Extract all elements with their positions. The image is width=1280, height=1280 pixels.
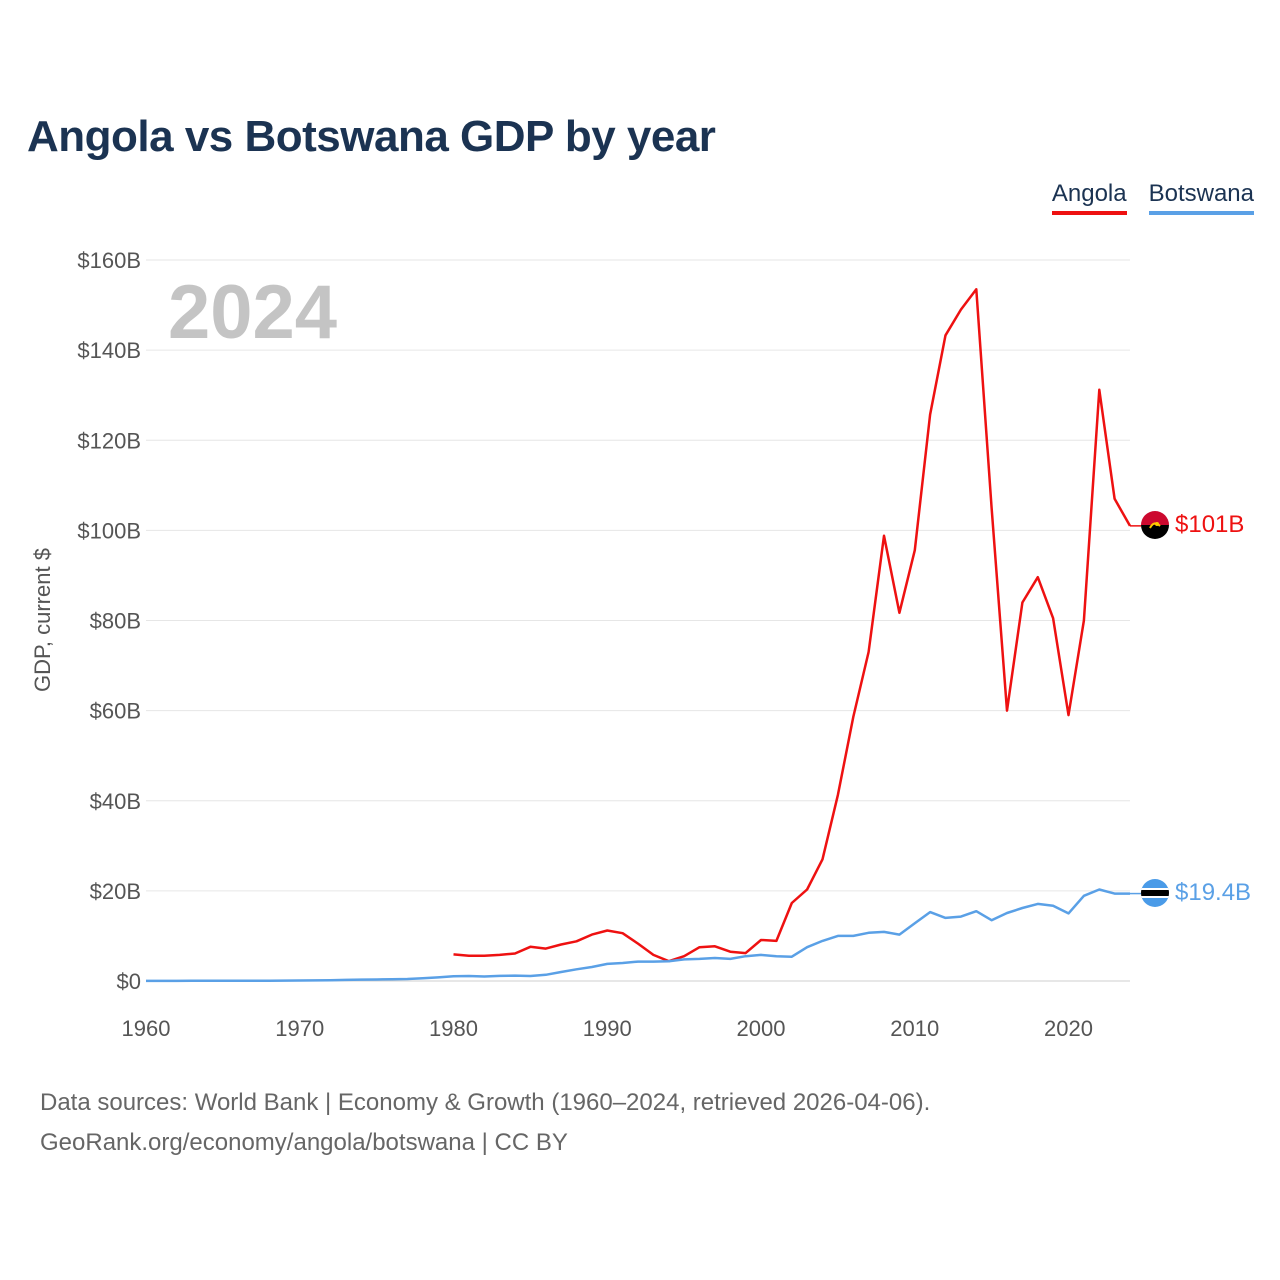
y-tick-label: $0 bbox=[117, 969, 141, 994]
y-tick-label: $140B bbox=[77, 338, 141, 363]
y-tick-label: $160B bbox=[77, 248, 141, 273]
x-tick-label: 1960 bbox=[122, 1016, 171, 1041]
y-tick-label: $40B bbox=[90, 789, 141, 814]
footer-sources: Data sources: World Bank | Economy & Gro… bbox=[40, 1089, 931, 1116]
x-tick-label: 1990 bbox=[583, 1016, 632, 1041]
series-line-botswana bbox=[146, 888, 1130, 983]
x-axis-ticks: 1960 1970 1980 1990 2000 2010 2020 bbox=[122, 1016, 1093, 1041]
botswana-end-label: $19.4B bbox=[1175, 879, 1251, 906]
x-tick-label: 2000 bbox=[737, 1016, 786, 1041]
year-overlay: 2024 bbox=[168, 270, 337, 355]
chart-title: Angola vs Botswana GDP by year bbox=[27, 112, 716, 161]
y-tick-label: $120B bbox=[77, 428, 141, 453]
legend-item-botswana[interactable]: Botswana bbox=[1148, 180, 1254, 215]
y-tick-label: $80B bbox=[90, 609, 141, 634]
y-axis-label: GDP, current $ bbox=[30, 548, 55, 692]
x-tick-label: 1970 bbox=[275, 1016, 324, 1041]
x-tick-label: 1980 bbox=[429, 1016, 478, 1041]
angola-flag-icon bbox=[1141, 511, 1169, 539]
y-tick-label: $20B bbox=[90, 879, 141, 904]
series-lines bbox=[146, 288, 1141, 983]
footer-link[interactable]: GeoRank.org/economy/angola/botswana | CC… bbox=[40, 1129, 568, 1156]
y-tick-label: $60B bbox=[90, 699, 141, 724]
botswana-flag-icon bbox=[1141, 879, 1169, 907]
y-axis-ticks: $0 $20B $40B $60B $80B $100B $120B $140B $160B bbox=[77, 248, 141, 994]
series-line-angola bbox=[453, 288, 1132, 963]
grid-lines bbox=[146, 259, 1130, 982]
x-tick-label: 2020 bbox=[1044, 1016, 1093, 1041]
x-tick-label: 2010 bbox=[890, 1016, 939, 1041]
legend: Angola Botswana bbox=[1051, 180, 1254, 215]
y-tick-label: $100B bbox=[77, 518, 141, 543]
footer: Data sources: World Bank | Economy & Gro… bbox=[40, 1083, 930, 1163]
legend-item-angola[interactable]: Angola bbox=[1051, 180, 1127, 215]
angola-end-label: $101B bbox=[1175, 511, 1244, 538]
